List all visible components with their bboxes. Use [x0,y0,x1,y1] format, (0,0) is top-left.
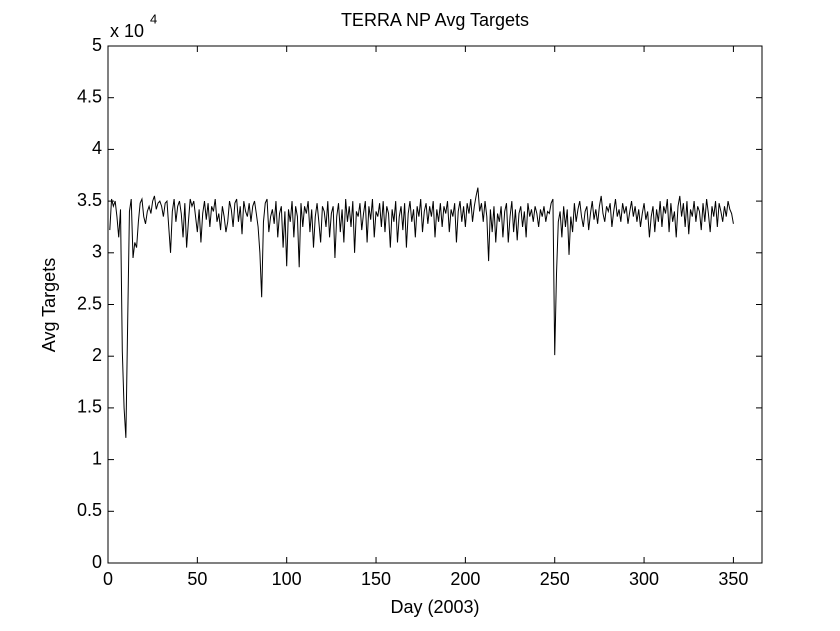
y-tick-label: 4 [92,138,102,158]
x-tick-label: 250 [540,569,570,589]
y-axis-label: Avg Targets [39,258,59,352]
x-tick-label: 200 [450,569,480,589]
y-tick-label: 0 [92,552,102,572]
chart-title: TERRA NP Avg Targets [341,10,529,30]
y-tick-label: 0.5 [77,500,102,520]
y-multiplier: x 10 [110,21,144,41]
x-tick-label: 150 [361,569,391,589]
x-tick-label: 350 [718,569,748,589]
y-tick-label: 2.5 [77,293,102,313]
y-tick-label: 5 [92,35,102,55]
y-tick-label: 1 [92,448,102,468]
y-tick-label: 3 [92,242,102,262]
x-tick-label: 50 [187,569,207,589]
y-tick-label: 3.5 [77,190,102,210]
y-tick-label: 1.5 [77,397,102,417]
y-tick-label: 2 [92,345,102,365]
x-axis-label: Day (2003) [390,597,479,617]
data-line [109,187,734,438]
y-tick-label: 4.5 [77,86,102,106]
x-tick-label: 100 [272,569,302,589]
x-tick-label: 0 [103,569,113,589]
x-tick-label: 300 [629,569,659,589]
y-multiplier-exponent: 4 [150,11,157,26]
